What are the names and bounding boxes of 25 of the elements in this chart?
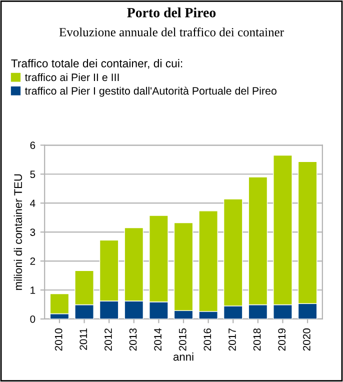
x-tick-label: 2014: [154, 328, 162, 351]
legend-label: traffico ai Pier II e III: [24, 73, 119, 82]
x-tick-label: 2020: [302, 328, 310, 351]
x-tick-label: 2010: [54, 328, 62, 351]
legend-title: Traffico totale dei container, di cui:: [11, 59, 182, 69]
x-axis-title: anni: [173, 352, 194, 361]
y-tick-label: 5: [30, 170, 36, 178]
x-tick-label: 2019: [278, 328, 286, 351]
legend-label: traffico al Pier I gestito dall'Autorità Portuale del Pireo: [24, 86, 276, 97]
chart-title: Porto del Pireo: [127, 8, 216, 18]
chart-subtitle: Evoluzione annuale del traffico dei container: [59, 27, 284, 36]
x-tick-label: 2013: [129, 328, 137, 351]
y-tick-label: 2: [30, 258, 36, 265]
x-tick-label: 2018: [253, 328, 261, 351]
y-tick-label: 4: [30, 200, 36, 207]
y-tick-label: 6: [30, 142, 36, 150]
x-tick-label: 2015: [178, 328, 186, 351]
x-tick-label: 2017: [228, 328, 236, 351]
y-tick-label: 3: [30, 228, 36, 236]
y-tick-label: 1: [30, 286, 36, 294]
y-tick-label: 0: [30, 315, 36, 323]
x-tick-label: 2012: [104, 328, 112, 351]
y-axis-title: milioni di container TEU: [14, 174, 22, 290]
x-tick-label: 2011: [80, 328, 88, 350]
x-tick-label: 2016: [204, 328, 212, 351]
